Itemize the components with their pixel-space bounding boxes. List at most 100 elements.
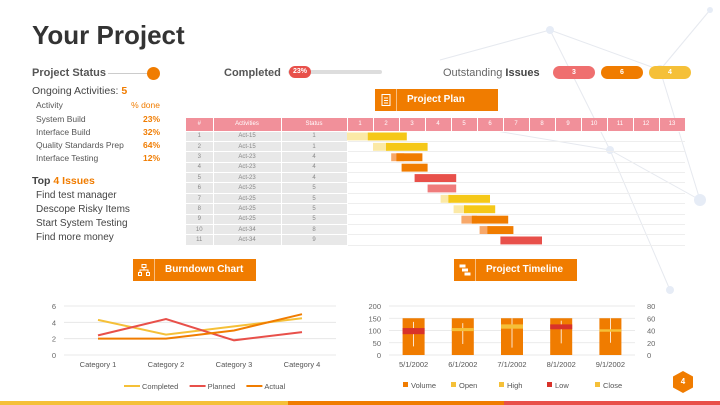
x-tick-label: Category 2 [148,360,185,369]
gantt-row-activity: Act-25 [213,193,282,205]
gantt-week-cell [581,214,607,226]
timeline-title: Project Timeline [486,264,564,275]
burndown-banner: Burndown Chart [133,259,256,281]
gantt-week-cell [347,203,373,215]
series-line [98,313,303,340]
gantt-week-cell [373,172,399,184]
legend-label: Actual [264,382,285,391]
gantt-week-header: 1 [347,118,374,132]
gantt-bar [401,163,428,172]
gantt-week-cell [477,162,503,174]
gantt-row-status: 5 [281,182,348,194]
gantt-week-cell [659,182,685,194]
gantt-week-cell [581,193,607,205]
legend-label: Close [603,381,622,390]
gantt-bar [440,194,451,203]
legend-swatch [547,382,552,387]
gantt-week-cell [633,151,659,163]
gantt-week-cell [451,224,477,236]
activity-pct: 32% [142,127,160,137]
gantt-row: 10 Act-34 8 [186,224,685,236]
gantt-header-status: Status [281,118,348,132]
gantt-week-cell [633,182,659,194]
gantt-week-cell [607,162,633,174]
gantt-week-cell [659,172,685,184]
gantt-week-cell [633,141,659,153]
gantt-week-header: 8 [529,118,556,132]
gantt-week-cell [347,193,373,205]
gantt-week-cell [607,234,633,246]
gantt-week-header: 10 [581,118,608,132]
document-icon [375,89,397,111]
gantt-week-cell [477,234,503,246]
gantt-week-cell [399,131,425,142]
y-tick-label: 2 [52,335,56,344]
gantt-week-cell [581,182,607,194]
gantt-week-header: 6 [477,118,504,132]
gantt-week-cell [581,203,607,215]
gantt-row-number: 11 [186,234,214,246]
activity-row: Quality Standards Prep 64% [36,140,160,150]
gantt-bar [347,132,381,141]
gantt-week-cell [425,214,451,226]
legend-label: Low [555,381,569,390]
gantt-week-cell [503,131,529,142]
gantt-row-number: 10 [186,224,214,236]
top-issues-count: 4 Issues [53,175,95,187]
gantt-week-cell [425,131,451,142]
activity-pct: 12% [142,153,160,163]
gantt-row-activity: Act-15 [213,131,282,142]
gantt-week-cell [451,182,477,194]
gantt-week-cell [607,193,633,205]
gantt-week-cell [659,203,685,215]
gantt-week-cell [607,182,633,194]
gantt-row-number: 9 [186,214,214,226]
gantt-bar [448,194,490,203]
timeline-banner: Project Timeline [454,259,577,281]
page-title: Your Project [32,20,185,50]
gantt-week-cell [633,131,659,142]
gantt-week-cell [373,182,399,194]
gantt-week-header: 3 [399,118,426,132]
series-line [97,318,303,342]
gantt-bar [386,142,428,151]
gantt-week-cell [581,234,607,246]
legend-swatch [451,382,456,387]
completed-label: Completed [224,67,281,79]
gantt-bar [396,153,423,162]
gantt-week-cell [347,141,373,153]
gantt-week-cell [373,234,399,246]
gantt-week-cell [659,141,685,153]
gantt-row-status: 5 [281,193,348,205]
gantt-week-cell [581,131,607,142]
legend-label: High [507,381,522,390]
gantt-week-cell [633,214,659,226]
activity-name: System Build [36,114,86,124]
gantt-row-status: 4 [281,172,348,184]
page-number: 4 [680,377,686,386]
gantt-week-cell [451,141,477,153]
outstanding-issues-label: Outstanding Issues [443,67,540,79]
gantt-week-cell [607,131,633,142]
gantt-row-activity: Act-15 [213,141,282,153]
gantt-week-cell [555,151,581,163]
gantt-week-cell [607,214,633,226]
gantt-week-cell [529,172,555,184]
issue-pill-red: 3 [553,66,595,79]
gantt-week-cell [425,203,451,215]
gantt-table: # Activities Status 1 2 3 4 5 6 7 8 9 10… [186,118,686,246]
gantt-row-number: 3 [186,151,214,163]
gantt-bar [471,215,509,224]
gantt-week-cell [503,224,529,236]
activity-name: Interface Build [36,127,91,137]
gantt-week-cell [529,193,555,205]
gantt-week-cell [555,214,581,226]
gantt-week-cell [659,131,685,142]
gantt-week-cell [399,224,425,236]
gantt-row-number: 4 [186,162,214,174]
gantt-week-header: 4 [425,118,452,132]
x-tick-label: 5/1/2002 [399,360,428,369]
gantt-header-activities: Activities [213,118,282,132]
burndown-chart: 0 2 4 6 Category 1 Category 2 Category 3 Catego… [52,302,336,391]
gantt-week-cell [659,234,685,246]
